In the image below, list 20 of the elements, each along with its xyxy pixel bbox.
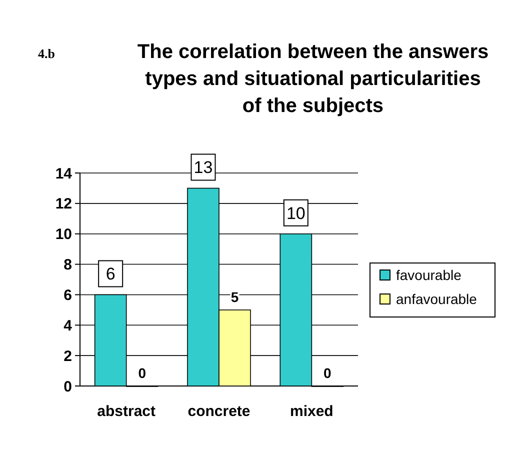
data-label: 10: [286, 204, 306, 223]
legend-label: anfavourable: [396, 290, 478, 307]
data-label: 6: [106, 264, 116, 284]
x-tick-label: mixed: [290, 403, 334, 420]
x-tick-label: concrete: [188, 403, 250, 420]
y-tick-label: 2: [64, 348, 72, 365]
y-tick-label: 4: [64, 317, 73, 334]
x-tick-label: abstract: [97, 403, 156, 420]
y-tick-label: 8: [64, 256, 72, 274]
y-tick-label: 10: [55, 226, 72, 244]
data-label: 0: [324, 365, 332, 381]
data-label: 0: [138, 365, 146, 381]
chart-title: The correlation between the answers types and situational particularities of the subjects: [137, 41, 489, 117]
data-label: 13: [194, 158, 213, 178]
y-tick-label: 12: [55, 196, 72, 213]
legend-label: favourable: [396, 266, 462, 283]
y-tick-label: 0: [64, 378, 72, 396]
y-tick-label: 14: [55, 165, 73, 182]
y-tick-label: 6: [64, 286, 72, 304]
text: 4.b: [38, 46, 55, 61]
